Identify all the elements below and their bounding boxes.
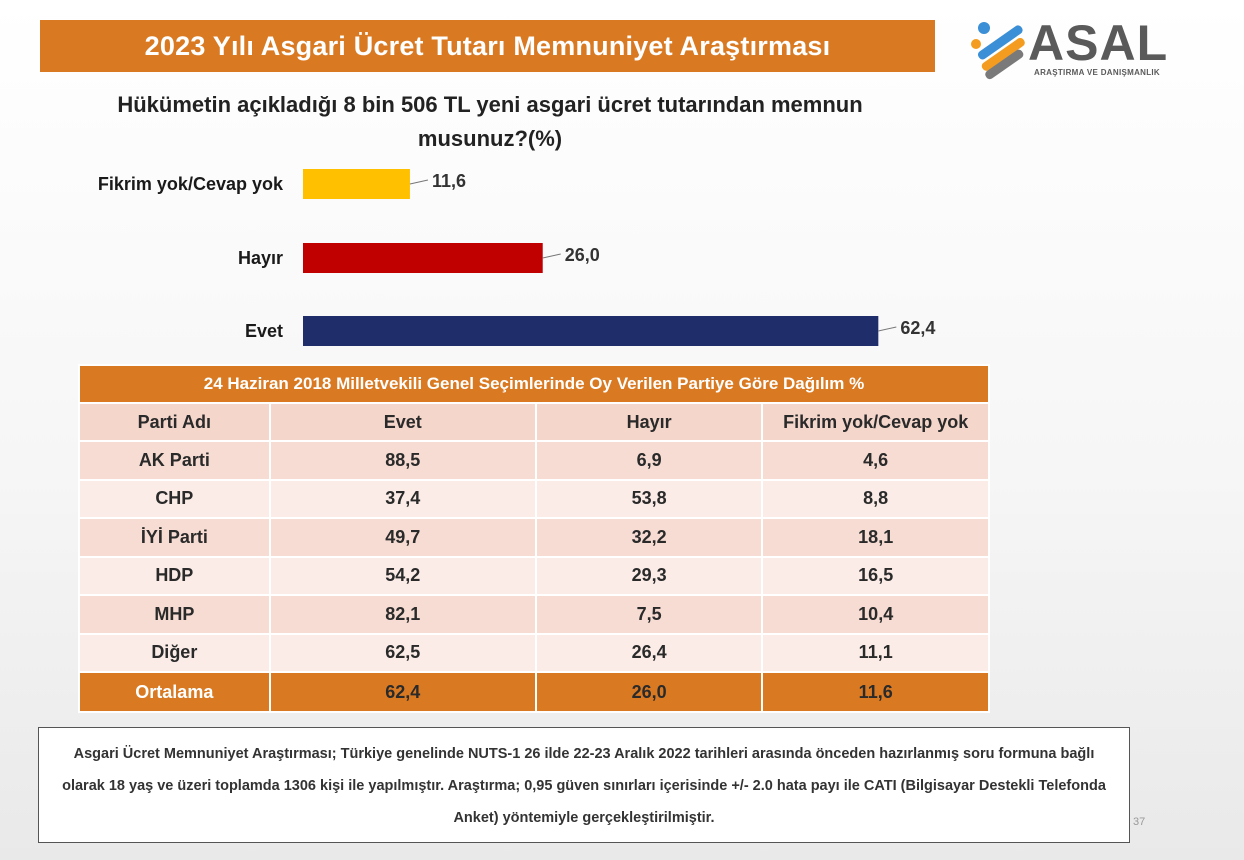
table-row: İYİ Parti 49,7 32,2 18,1 [78, 517, 990, 558]
data-label: 26,0 [565, 245, 600, 265]
value-leader-line [878, 326, 897, 332]
data-label: 11,6 [432, 171, 466, 191]
table-row: MHP 82,1 7,5 10,4 [78, 594, 990, 635]
table-cell-evet: 88,5 [268, 440, 537, 481]
table-cell-party: CHP [78, 478, 271, 519]
table-cell-hayir: 6,9 [534, 440, 764, 481]
table-cell-party: HDP [78, 555, 271, 596]
table-cell-fikrim-yok: 11,1 [761, 632, 990, 673]
table-cell-average-fikrim-yok: 11,6 [761, 671, 990, 713]
table-cell-hayir: 29,3 [534, 555, 764, 596]
table-cell-fikrim-yok: 4,6 [761, 440, 990, 481]
table-cell-average-hayir: 26,0 [534, 671, 764, 713]
table-cell-evet: 82,1 [268, 594, 537, 635]
table-cell-average-label: Ortalama [78, 671, 271, 713]
table-cell-hayir: 26,4 [534, 632, 764, 673]
category-label: Evet [245, 321, 283, 341]
table-header-row: Parti Adı Evet Hayır Fikrim yok/Cevap yo… [78, 402, 990, 442]
column-header-hayir: Hayır [534, 402, 764, 442]
asal-logo-mark-icon [971, 22, 1025, 80]
logo-subtitle: ARAŞTIRMA VE DANIŞMANLIK [1034, 68, 1161, 77]
value-leader-line [542, 253, 561, 259]
category-label: Hayır [238, 248, 283, 268]
table-row: AK Parti 88,5 6,9 4,6 [78, 440, 990, 481]
table-average-row: Ortalama 62,4 26,0 11,6 [78, 671, 990, 713]
bar [303, 316, 879, 346]
methodology-footnote: Asgari Ücret Memnuniyet Araştırması; Tür… [38, 727, 1130, 843]
column-header-evet: Evet [268, 402, 537, 442]
table-cell-hayir: 7,5 [534, 594, 764, 635]
column-header-fikrim-yok: Fikrim yok/Cevap yok [761, 402, 990, 442]
column-header-party: Parti Adı [78, 402, 271, 442]
page-title: 2023 Yılı Asgari Ücret Tutarı Memnuniyet… [40, 20, 935, 72]
table-cell-hayir: 32,2 [534, 517, 764, 558]
table-cell-evet: 62,5 [268, 632, 537, 673]
asal-logo: ASAL ARAŞTIRMA VE DANIŞMANLIK [968, 14, 1198, 82]
party-distribution-table: 24 Haziran 2018 Milletvekili Genel Seçim… [78, 364, 990, 713]
satisfaction-bar-chart: Fikrim yok/Cevap yok 11,6 Hayır 26,0 Evet 62,… [98, 169, 935, 346]
table-cell-evet: 49,7 [268, 517, 537, 558]
bar [303, 169, 410, 199]
chart-question: Hükümetin açıkladığı 8 bin 506 TL yeni a… [117, 92, 863, 151]
category-label: Fikrim yok/Cevap yok [98, 174, 284, 194]
table-row: Diğer 62,5 26,4 11,1 [78, 632, 990, 673]
table-cell-party: AK Parti [78, 440, 271, 481]
bar [303, 243, 543, 273]
page-number: 37 [1133, 816, 1146, 828]
table-cell-fikrim-yok: 10,4 [761, 594, 990, 635]
value-leader-line [409, 179, 429, 185]
table-cell-evet: 37,4 [268, 478, 537, 519]
logo-wordmark: ASAL [1028, 15, 1169, 71]
data-label: 62,4 [900, 318, 935, 338]
table-cell-party: Diğer [78, 632, 271, 673]
table-caption: 24 Haziran 2018 Milletvekili Genel Seçim… [78, 364, 990, 404]
table-cell-evet: 54,2 [268, 555, 537, 596]
table-cell-party: İYİ Parti [78, 517, 271, 558]
table-cell-fikrim-yok: 8,8 [761, 478, 990, 519]
table-cell-fikrim-yok: 16,5 [761, 555, 990, 596]
table-row: CHP 37,4 53,8 8,8 [78, 478, 990, 519]
table-cell-average-evet: 62,4 [268, 671, 537, 713]
table-cell-party: MHP [78, 594, 271, 635]
table-row: HDP 54,2 29,3 16,5 [78, 555, 990, 596]
table-cell-fikrim-yok: 18,1 [761, 517, 990, 558]
table-cell-hayir: 53,8 [534, 478, 764, 519]
